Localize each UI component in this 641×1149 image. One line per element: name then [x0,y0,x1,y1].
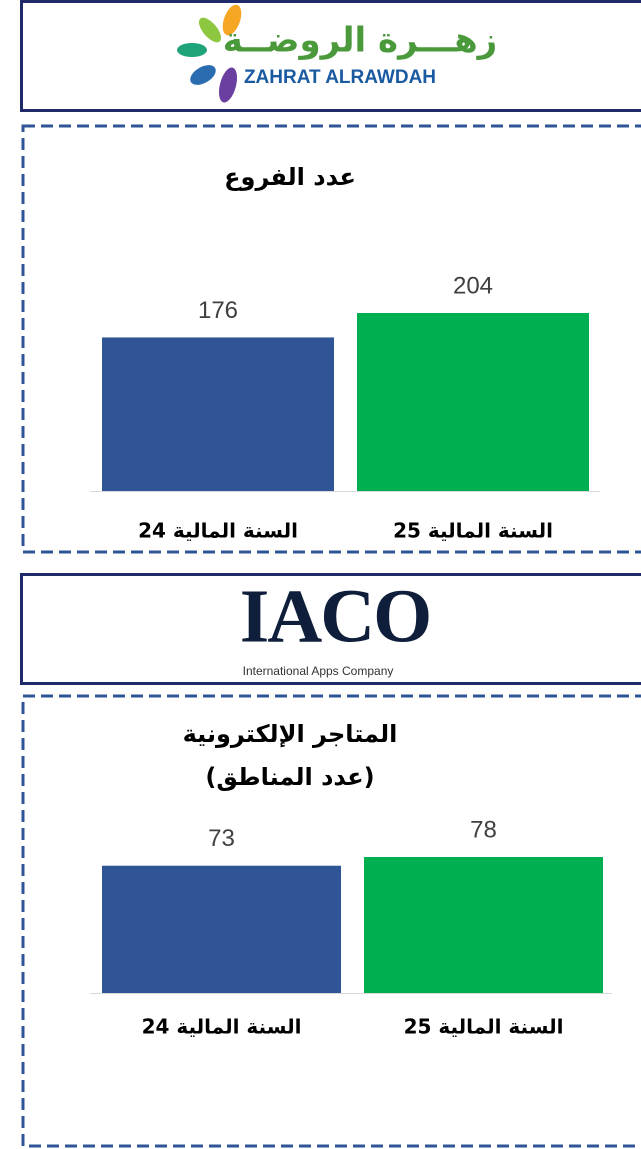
bar [357,313,589,491]
value-label: 78 [470,816,497,843]
value-label: 176 [198,297,238,324]
x-tick-label: السنة المالية 24 [142,1015,302,1039]
chart-title: المتاجر الإلكترونية [183,720,398,748]
logo-subname: ZAHRAT ALRAWDAH [244,67,436,88]
bar [102,337,334,491]
logo-frame [20,573,641,685]
x-tick-label: السنة المالية 25 [393,519,553,543]
chart-title: عدد الفروع [224,163,356,191]
logo-name: زهـــرة الروضــة [223,21,498,61]
logo-name: IACO [240,574,430,658]
logo-subname: International Apps Company [243,664,394,678]
value-label: 73 [208,825,235,852]
logo-frame [20,0,641,112]
x-tick-label: السنة المالية 24 [138,519,298,543]
bar [364,857,603,993]
bar [102,865,341,993]
chart-frame [21,694,641,1148]
x-tick-label: السنة المالية 25 [404,1015,564,1039]
value-label: 204 [453,272,493,299]
chart-frame [21,124,641,554]
chart-subtitle: (عدد المناطق) [205,763,374,791]
logo-icon [177,4,242,103]
